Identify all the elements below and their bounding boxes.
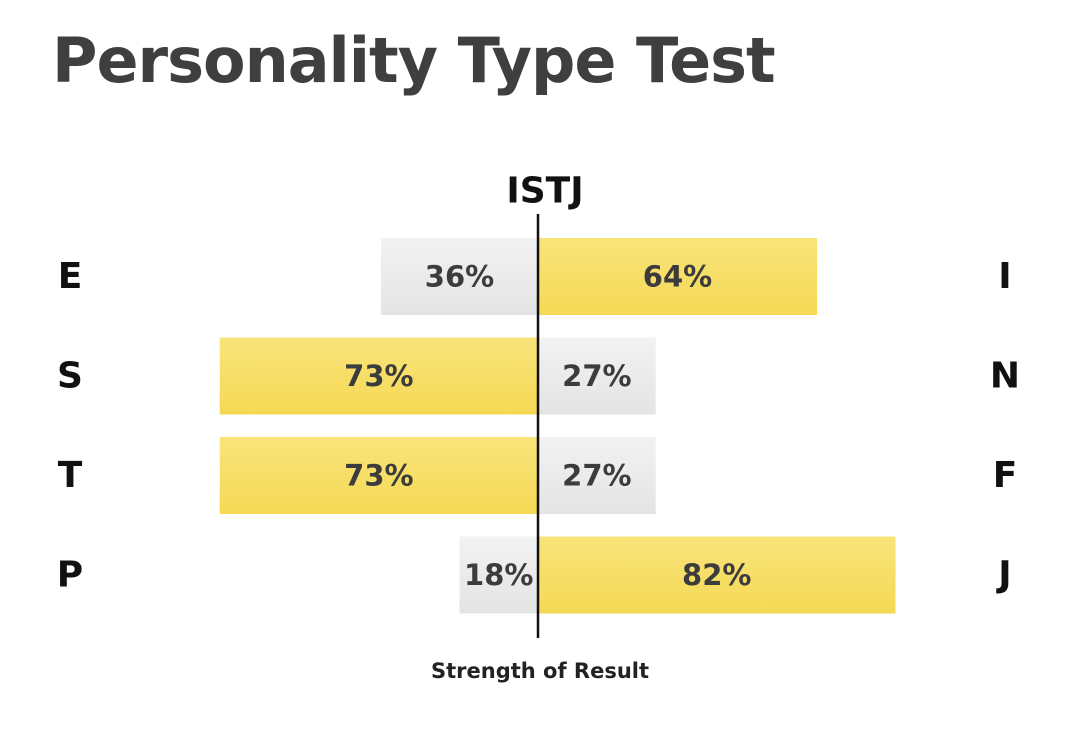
bar-p (459, 536, 538, 614)
trait-letter-j: J (995, 555, 1011, 596)
x-axis-label: Strength of Result (431, 659, 649, 683)
trait-letter-n: N (990, 356, 1020, 397)
bar-e (381, 238, 538, 315)
trait-letter-s: S (57, 356, 83, 397)
bar-label-e: 36% (425, 260, 494, 294)
bar-label-j: 82% (682, 558, 751, 592)
bar-s (219, 337, 538, 415)
trait-letter-p: P (57, 555, 83, 596)
trait-letter-i: I (998, 256, 1011, 297)
bar-label-p: 18% (464, 558, 533, 592)
bar-label-t: 73% (344, 459, 413, 493)
trait-letter-t: T (58, 455, 83, 496)
trait-letter-f: F (993, 455, 1018, 496)
bar-f (538, 437, 656, 514)
bar-label-f: 27% (562, 459, 631, 493)
bar-label-s: 73% (344, 359, 413, 393)
bar-n (538, 337, 656, 415)
chart-title: ISTJ (506, 171, 583, 212)
bar-label-i: 64% (643, 260, 712, 294)
bar-i (538, 238, 818, 315)
bar-t (219, 437, 538, 514)
bar-j (538, 536, 896, 614)
trait-letter-e: E (58, 256, 83, 297)
page-title: Personality Type Test (52, 24, 776, 97)
bar-label-n: 27% (562, 359, 631, 393)
